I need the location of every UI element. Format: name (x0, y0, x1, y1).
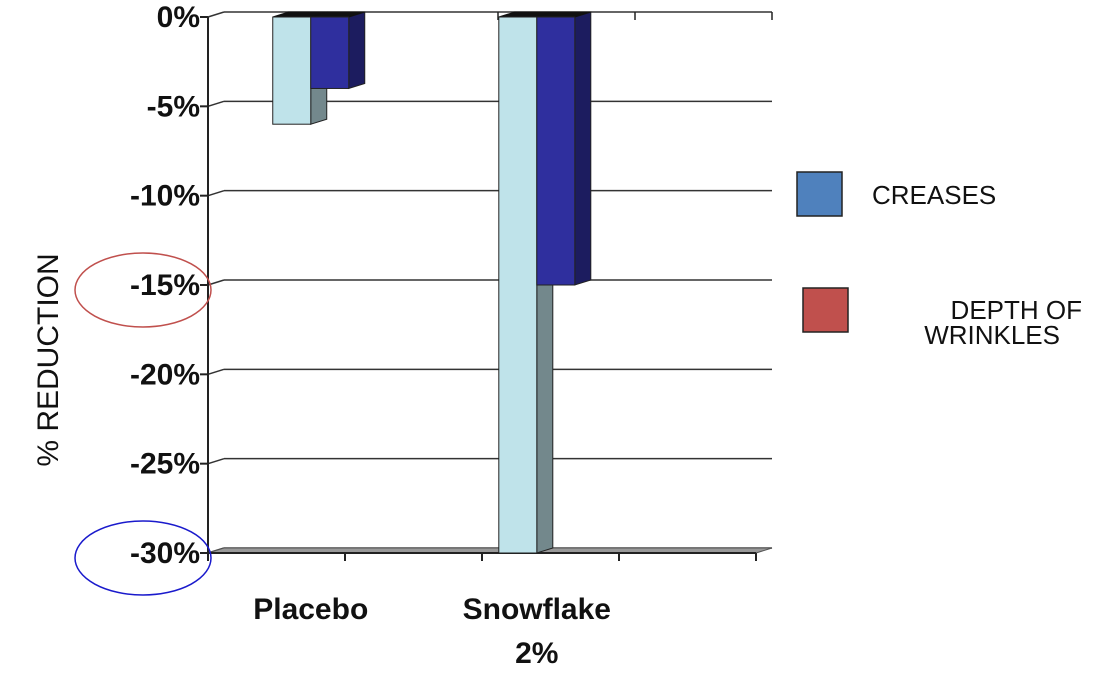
y-tick-label: -30% (130, 537, 200, 570)
legend-label: CREASES (872, 180, 996, 210)
x-category-label: Snowflake (463, 593, 611, 626)
gridline-diagonal (207, 100, 225, 108)
legend-swatch (802, 287, 849, 333)
y-tick-label: -20% (130, 358, 200, 391)
x-categories-group: Placebo Snowflake 2% (253, 593, 611, 670)
annotation-ellipse (74, 252, 212, 328)
bar-side (574, 11, 592, 286)
gridline-diagonal (207, 11, 225, 18)
legend-label: DEPTH OF (951, 295, 1082, 325)
gridline-diagonal (207, 189, 225, 197)
back-wall (208, 12, 772, 553)
annotation-ellipse (74, 520, 212, 596)
y-axis-label: % REDUCTION (32, 253, 65, 466)
x-category-label: Placebo (253, 593, 368, 626)
plot-area (207, 11, 773, 561)
y-tick-label: 0% (157, 1, 200, 34)
y-ticks-group: 0% -5% -10% -15% -20% -25% -30% (130, 1, 208, 570)
y-tick-label: -10% (130, 180, 200, 213)
y-tick-label: -25% (130, 448, 200, 481)
bars-group (272, 11, 592, 554)
y-tick-label: -5% (147, 90, 200, 123)
legend-swatch (796, 171, 843, 217)
bar (310, 16, 350, 89)
y-tick-label: -15% (130, 269, 200, 302)
legend-label-line2: WRINKLES (924, 320, 1060, 350)
bar-side (348, 11, 366, 90)
bar (536, 16, 576, 286)
gridline-diagonal (207, 457, 225, 465)
x-category-label: 2% (515, 637, 558, 670)
gridline-diagonal (207, 368, 225, 376)
bar (272, 16, 312, 125)
bar (498, 16, 538, 554)
annotations-group (74, 252, 212, 596)
